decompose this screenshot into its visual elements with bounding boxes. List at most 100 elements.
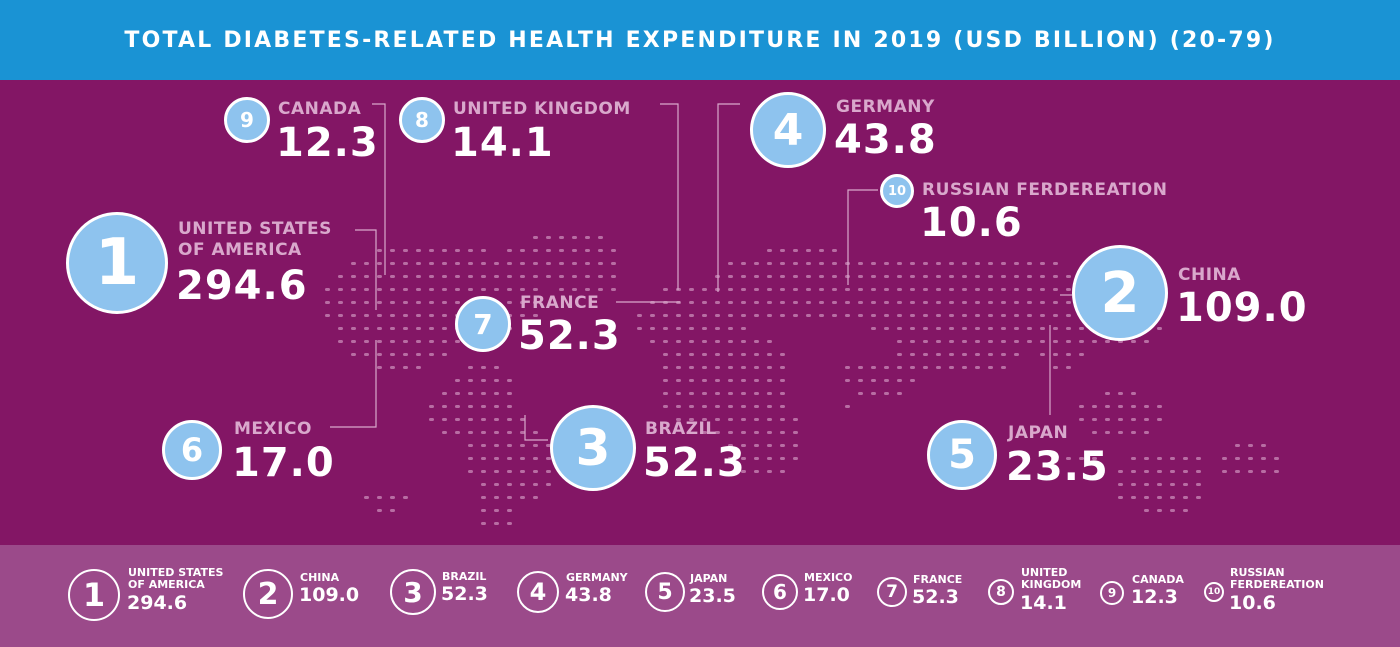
map-dot (871, 275, 876, 278)
leader-line-germany (717, 103, 740, 292)
map-dot (741, 379, 746, 382)
map-dot (377, 327, 382, 330)
map-dot (741, 327, 746, 330)
map-dot (351, 353, 356, 356)
map-dot (1040, 314, 1045, 317)
footer-country-name-line: RUSSIAN (1230, 566, 1285, 579)
map-dot (468, 262, 473, 265)
map-dot (988, 262, 993, 265)
map-dot (429, 275, 434, 278)
map-dot (520, 275, 525, 278)
map-dot (559, 236, 564, 239)
map-dot (1157, 470, 1162, 473)
country-name-line: OF AMERICA (178, 240, 302, 260)
country-name-japan: JAPAN (1008, 423, 1069, 443)
map-dot (767, 457, 772, 460)
map-dot (585, 236, 590, 239)
map-dot (676, 314, 681, 317)
map-dot (793, 431, 798, 434)
footer-item-canada: 9 CANADA 12.3 (1100, 545, 1200, 647)
map-dot (806, 301, 811, 304)
map-dot (507, 288, 512, 291)
map-dot (897, 314, 902, 317)
map-dot (520, 301, 525, 304)
map-dot (780, 418, 785, 421)
map-dot (1105, 418, 1110, 421)
map-dot (351, 340, 356, 343)
map-dot (572, 275, 577, 278)
map-dot (429, 327, 434, 330)
map-dot (390, 340, 395, 343)
map-dot (1001, 262, 1006, 265)
map-dot (1261, 457, 1266, 460)
map-dot (858, 301, 863, 304)
map-dot (598, 275, 603, 278)
map-dot (728, 379, 733, 382)
map-dot (936, 314, 941, 317)
map-dot (754, 366, 759, 369)
map-dot (728, 327, 733, 330)
map-dot (494, 444, 499, 447)
map-dot (676, 327, 681, 330)
map-dot (546, 457, 551, 460)
footer-rank-badge: 8 (988, 579, 1014, 605)
map-dot (455, 262, 460, 265)
map-dot (546, 249, 551, 252)
map-dot (338, 314, 343, 317)
map-dot (507, 431, 512, 434)
map-dot (442, 327, 447, 330)
map-dot (715, 340, 720, 343)
map-dot (975, 262, 980, 265)
map-dot (494, 379, 499, 382)
map-dot (1001, 340, 1006, 343)
footer-country-name-line: KINGDOM (1021, 578, 1082, 591)
map-dot (975, 353, 980, 356)
map-dot (1105, 392, 1110, 395)
map-dot (832, 249, 837, 252)
map-dot (1014, 262, 1019, 265)
map-dot (455, 379, 460, 382)
map-dot (715, 431, 720, 434)
map-dot (481, 366, 486, 369)
map-dot (468, 470, 473, 473)
map-dot (819, 301, 824, 304)
map-dot (468, 288, 473, 291)
map-dot (390, 249, 395, 252)
map-dot (767, 249, 772, 252)
map-dot (429, 314, 434, 317)
map-dot (767, 470, 772, 473)
map-dot (650, 340, 655, 343)
map-dot (533, 457, 538, 460)
map-dot (754, 379, 759, 382)
map-dot (1118, 405, 1123, 408)
map-dot (481, 496, 486, 499)
country-name-germany: GERMANY (836, 97, 935, 117)
map-dot (988, 366, 993, 369)
map-dot (390, 301, 395, 304)
map-dot (884, 379, 889, 382)
map-dot (663, 379, 668, 382)
map-dot (780, 405, 785, 408)
map-dot (702, 366, 707, 369)
map-dot (871, 262, 876, 265)
map-dot (468, 431, 473, 434)
map-dot (1053, 353, 1058, 356)
map-dot (884, 366, 889, 369)
map-dot (1131, 483, 1136, 486)
map-dot (637, 327, 642, 330)
map-dot (975, 340, 980, 343)
rank-badge-china: 2 (1072, 245, 1168, 341)
map-dot (702, 379, 707, 382)
map-dot (1014, 353, 1019, 356)
map-dot (663, 314, 668, 317)
map-dot (780, 457, 785, 460)
map-dot (1001, 366, 1006, 369)
map-dot (507, 379, 512, 382)
map-dot (1170, 509, 1175, 512)
country-value-france: 52.3 (518, 313, 621, 359)
map-dot (403, 275, 408, 278)
map-dot (1118, 392, 1123, 395)
map-dot (1261, 444, 1266, 447)
map-dot (585, 262, 590, 265)
map-dot (988, 340, 993, 343)
